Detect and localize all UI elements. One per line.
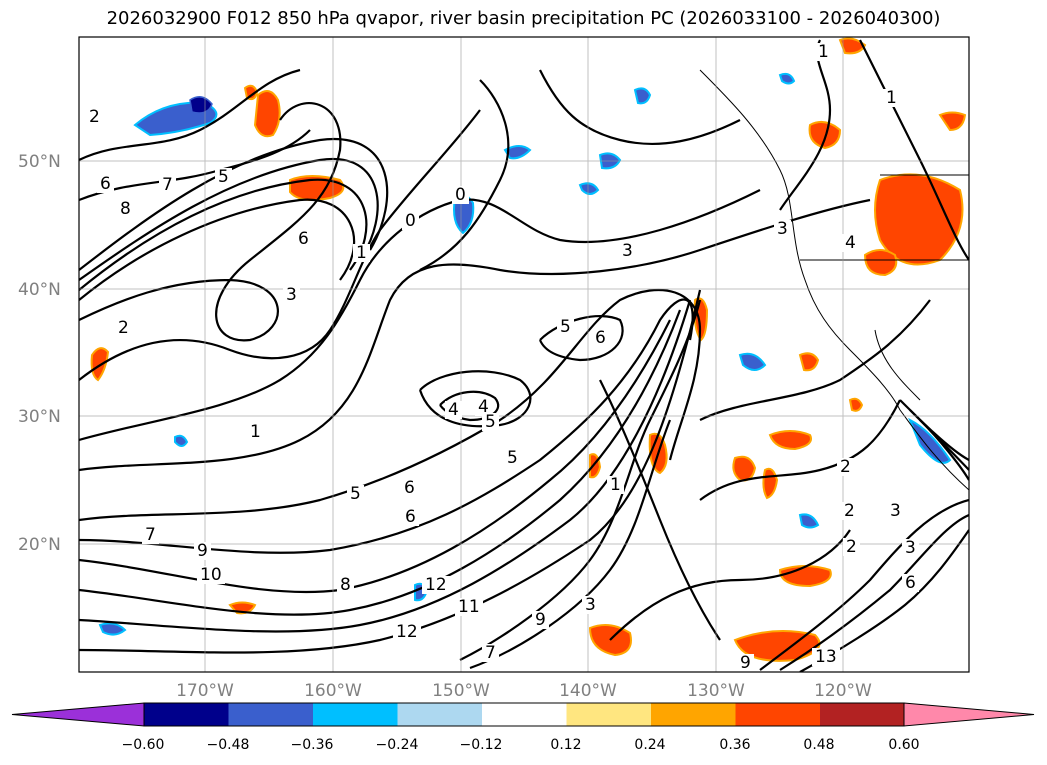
- lat-label-40n: 40°N: [18, 280, 74, 300]
- colorbar-arrow-max: [904, 703, 1034, 726]
- contour-label: 4: [845, 233, 856, 253]
- contour-label: 10: [200, 565, 222, 585]
- contour-label: 13: [815, 647, 837, 667]
- contour-label: 9: [740, 653, 751, 673]
- lat-label-30n: 30°N: [18, 407, 74, 427]
- contour-label: 2: [840, 457, 851, 477]
- colorbar-tick: 0.36: [705, 737, 765, 753]
- contour-label: 3: [622, 241, 633, 261]
- colorbar-swatch: [144, 703, 229, 726]
- colorbar-tick: −0.12: [451, 737, 511, 753]
- colorbar-swatch: [313, 703, 398, 726]
- colorbar-tick: −0.24: [367, 737, 427, 753]
- lon-label-160w: 160°W: [293, 681, 373, 701]
- contour-label: 3: [777, 219, 788, 239]
- contour-label: 9: [535, 610, 546, 630]
- colorbar-tick: −0.60: [113, 737, 173, 753]
- colorbar-tick: −0.48: [198, 737, 258, 753]
- colorbar-swatch: [398, 703, 483, 726]
- contour-label: 2: [846, 537, 857, 557]
- contour-label: 5: [507, 448, 518, 468]
- colorbar-tick: 0.12: [536, 737, 596, 753]
- contour-label: 0: [405, 211, 416, 231]
- colorbar-swatch: [482, 703, 567, 726]
- contour-label: 2: [118, 318, 129, 338]
- contour-label: 1: [886, 88, 897, 108]
- lon-label-140w: 140°W: [548, 681, 628, 701]
- contour-label: 6: [905, 573, 916, 593]
- lon-label-170w: 170°W: [165, 681, 245, 701]
- contour-label: 7: [145, 525, 156, 545]
- contour-label: 12: [396, 622, 418, 642]
- colorbar-swatch: [820, 703, 905, 726]
- colorbar-tick: 0.48: [789, 737, 849, 753]
- colorbar-tick: 0.60: [874, 737, 934, 753]
- colorbar-swatch: [736, 703, 821, 726]
- contour-label: 6: [405, 507, 416, 527]
- contour-label: 8: [340, 575, 351, 595]
- contour-label: 3: [890, 501, 901, 521]
- contour-label: 7: [485, 643, 496, 663]
- contour-label: 9: [197, 541, 208, 561]
- precip-patch-neg: [635, 88, 650, 103]
- lon-label-120w: 120°W: [803, 681, 883, 701]
- contour-label: 7: [162, 175, 173, 195]
- contour-label: 5: [485, 412, 496, 432]
- lon-label-150w: 150°W: [421, 681, 501, 701]
- contour-label: 5: [350, 484, 361, 504]
- lat-label-20n: 20°N: [18, 535, 74, 555]
- contour-label: 3: [905, 538, 916, 558]
- colorbar-swatch: [229, 703, 314, 726]
- contour-label: 6: [595, 328, 606, 348]
- precip-patch: [850, 399, 862, 411]
- lat-label-50n: 50°N: [18, 152, 74, 172]
- contour-label: 1: [250, 422, 261, 442]
- contour-label: 5: [560, 317, 571, 337]
- colorbar: [12, 703, 1034, 726]
- lon-label-130w: 130°W: [676, 681, 756, 701]
- precip-patch: [800, 353, 818, 370]
- contour-label: 0: [455, 185, 466, 205]
- contour-label: 1: [356, 243, 367, 263]
- contour-label: 5: [218, 167, 229, 187]
- colorbar-swatch: [567, 703, 652, 726]
- precip-patch: [255, 91, 280, 136]
- contour-label: 8: [120, 199, 131, 219]
- contour-label: 12: [425, 575, 447, 595]
- contour-label: 2: [89, 107, 100, 127]
- contour-label: 6: [404, 478, 415, 498]
- precip-patch: [733, 457, 755, 481]
- contour-label: 6: [100, 174, 111, 194]
- colorbar-swatch: [651, 703, 736, 726]
- contour-label: 2: [844, 501, 855, 521]
- contour-label: 1: [818, 42, 829, 62]
- contour-label: 6: [298, 229, 309, 249]
- contour-label: 1: [610, 475, 621, 495]
- contour-label: 11: [458, 597, 480, 617]
- colorbar-tick: −0.36: [282, 737, 342, 753]
- precip-patch: [780, 566, 831, 586]
- colorbar-arrow-min: [12, 703, 144, 726]
- colorbar-tick: 0.24: [620, 737, 680, 753]
- contour-label: 3: [286, 285, 297, 305]
- contour-label: 4: [448, 400, 459, 420]
- contour-label: 3: [585, 595, 596, 615]
